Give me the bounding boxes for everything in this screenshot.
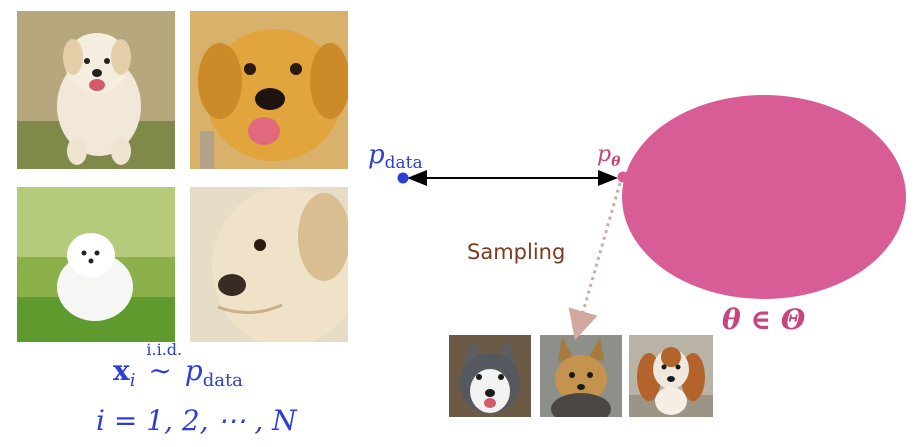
puppy-running-picture: [17, 11, 175, 169]
p-theta-point: [617, 171, 629, 183]
x-symbol: x: [113, 354, 130, 387]
distributed-as-symbol: ∼: [148, 354, 172, 387]
husky-picture: [449, 335, 531, 417]
golden-puppy-picture: [190, 11, 348, 169]
p-data-label: pdata: [368, 140, 423, 173]
p-theta-label: pθ: [597, 142, 620, 170]
sampling-label: Sampling: [467, 240, 566, 264]
spaniel-picture: [629, 335, 713, 417]
model-family-ellipse: [622, 95, 906, 299]
iid-label: i.i.d.: [146, 340, 183, 359]
p-symbol: p: [184, 354, 203, 387]
p-data-symbol: p: [368, 140, 385, 170]
generated-image-yorkshire-terrier: [540, 335, 622, 417]
parameter-space-label: θ ∈ Θ: [722, 303, 806, 336]
training-image-cream-puppy-face: [190, 187, 348, 342]
p-subscript: data: [202, 370, 243, 391]
sampling-arrow: [568, 182, 622, 341]
training-image-white-fluffy-puppy: [17, 187, 175, 342]
x-subscript: i: [129, 370, 136, 391]
cream-puppy-face-picture: [190, 187, 348, 342]
p-data-subscript: data: [384, 153, 423, 173]
p-data-point: [397, 172, 409, 184]
index-formula: i = 1, 2, ⋯ , N: [96, 404, 297, 437]
generated-image-spaniel: [629, 335, 713, 417]
p-theta-subscript: θ: [611, 154, 621, 170]
yorkshire-terrier-picture: [540, 335, 622, 417]
generated-image-husky: [449, 335, 531, 417]
training-image-white-puppy-running: [17, 11, 175, 169]
training-image-golden-puppy: [190, 11, 348, 169]
p-theta-symbol: p: [597, 142, 612, 167]
sample-formula: xi i.i.d. ∼ pdata: [113, 340, 243, 391]
white-fluffy-puppy-picture: [17, 187, 175, 342]
